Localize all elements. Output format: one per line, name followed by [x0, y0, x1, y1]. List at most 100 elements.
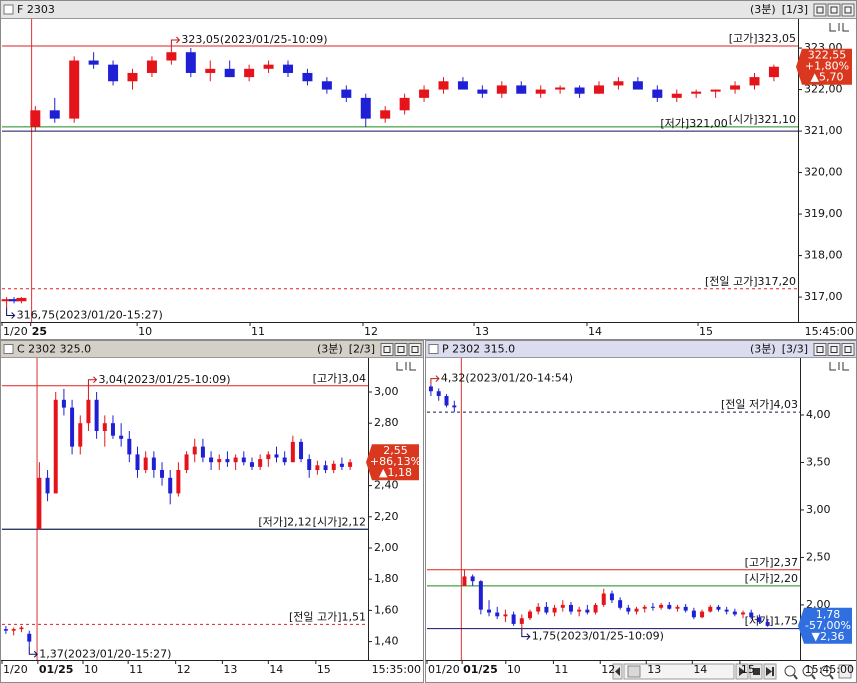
candle-body — [127, 72, 138, 82]
candle-body — [299, 441, 304, 460]
window-button[interactable] — [827, 3, 841, 17]
scrollbar[interactable] — [623, 663, 735, 680]
candle-body — [516, 85, 527, 94]
candle — [601, 588, 606, 607]
panel-title: F 2303 — [17, 3, 55, 16]
candle — [258, 454, 263, 471]
candle — [151, 451, 156, 478]
tool-button[interactable] — [838, 664, 852, 679]
candle-body — [438, 81, 449, 90]
candle-body — [331, 463, 336, 471]
level-label: [고가]2,37 — [745, 556, 798, 569]
candle — [299, 438, 304, 463]
candle-body — [577, 609, 582, 612]
price-label: 1,78 — [816, 608, 841, 621]
candle — [732, 608, 737, 617]
candle-body — [205, 68, 216, 73]
window-button[interactable] — [394, 343, 408, 356]
zoom-reset[interactable] — [820, 665, 832, 677]
candle — [436, 388, 441, 401]
candle-body — [341, 89, 352, 98]
candle — [78, 415, 83, 455]
price-change: ▲1,18 — [379, 466, 412, 479]
candle — [224, 60, 235, 78]
window-button[interactable] — [841, 343, 855, 356]
title-bar — [1, 341, 423, 357]
window-button[interactable] — [827, 343, 841, 356]
axis-icon — [829, 23, 849, 32]
level-label: [고가]3,04 — [313, 372, 366, 385]
candle — [45, 470, 50, 502]
candle — [519, 614, 524, 629]
candle — [160, 462, 165, 486]
candle-body — [209, 457, 214, 463]
candle-body — [110, 423, 115, 436]
candle-body — [160, 470, 165, 478]
candle — [544, 602, 549, 615]
toolbar — [612, 663, 852, 680]
window-button[interactable] — [813, 3, 827, 17]
x-tick-label: 13 — [647, 663, 661, 676]
candle — [577, 606, 582, 617]
marker-arrow — [6, 307, 16, 319]
panel-checkbox[interactable] — [3, 344, 14, 354]
candle — [457, 77, 468, 90]
icon — [830, 6, 838, 14]
candle-body — [613, 81, 624, 86]
candle — [168, 470, 173, 505]
candle-body — [749, 77, 760, 86]
candle — [283, 60, 294, 78]
candle-body — [618, 600, 623, 608]
candle — [192, 438, 197, 463]
candle-body — [555, 87, 566, 90]
candle-body — [544, 606, 549, 613]
panel-checkbox[interactable] — [428, 344, 439, 354]
price-change: ▲5,70 — [811, 71, 844, 84]
candle-body — [263, 64, 274, 69]
period-label: (3분) — [750, 3, 776, 16]
x-tick-label: 13 — [475, 325, 489, 338]
y-tick-label: 1,80 — [374, 572, 399, 585]
zoom-out[interactable] — [802, 665, 814, 677]
x-tick-label: 10 — [138, 325, 152, 338]
candle — [768, 64, 779, 82]
window-button[interactable] — [380, 343, 394, 356]
candle-body — [380, 110, 391, 119]
x-tick-label: 01/25 — [39, 663, 74, 676]
candle — [730, 81, 741, 94]
chart-panel: C 2302 325.0 [2/3] (3분) 1,40 1,60 1,80 2,00 2,2… — [1, 341, 423, 676]
candle-body — [568, 604, 573, 612]
candle — [323, 460, 328, 474]
candle-body — [741, 612, 746, 615]
icon — [844, 346, 852, 353]
candle — [741, 610, 746, 619]
window-button[interactable] — [408, 343, 422, 356]
panel-checkbox[interactable] — [3, 4, 14, 15]
y-tick-label: 2,20 — [374, 510, 399, 523]
candle — [593, 603, 598, 615]
x-tick-label: 14 — [269, 663, 283, 676]
candle — [11, 627, 16, 636]
candle-body — [652, 89, 663, 98]
window-button[interactable] — [841, 3, 855, 17]
x-tick-label: 12 — [364, 325, 378, 338]
candle-body — [495, 612, 500, 617]
candle-body — [11, 629, 16, 631]
zoom-in[interactable] — [784, 665, 796, 677]
x-tick-label: 11 — [251, 325, 265, 338]
candle — [462, 569, 467, 586]
window-button[interactable] — [813, 343, 827, 356]
candle-body — [650, 606, 655, 608]
candle — [560, 600, 565, 612]
candle-body — [102, 423, 107, 432]
level-label: [시가]2,20 — [745, 572, 798, 585]
scroll-thumb[interactable] — [627, 665, 641, 678]
candle — [594, 81, 604, 94]
candle-body — [478, 581, 483, 610]
page-indicator: [2/3] — [349, 343, 375, 356]
candle-body — [360, 97, 371, 119]
candle — [146, 56, 157, 78]
candle-body — [78, 423, 83, 447]
icon — [753, 668, 760, 675]
